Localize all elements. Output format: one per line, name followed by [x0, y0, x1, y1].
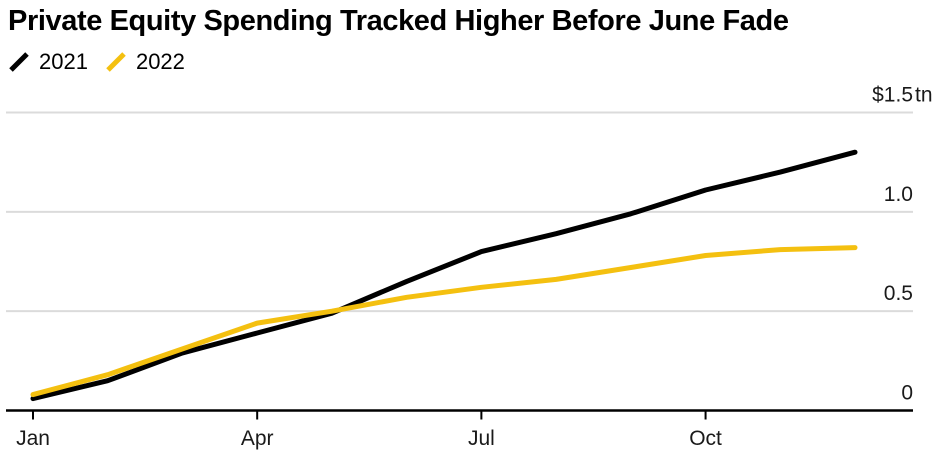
x-tick-label: Oct	[689, 427, 722, 450]
x-tick-label: Jul	[468, 427, 495, 450]
series-line-2021	[30, 149, 858, 402]
x-tick-label: Jan	[16, 427, 50, 450]
y-tick-label: $1.5	[872, 83, 913, 106]
legend-item-2022: 2022	[105, 51, 185, 73]
y-tick-unit-label: tn	[915, 83, 933, 106]
y-tick-label: 0.5	[884, 282, 913, 305]
legend-label-2021: 2021	[39, 49, 88, 74]
y-tick-label: 0	[901, 382, 913, 405]
series-line-2022	[30, 245, 858, 398]
legend-item-2021: 2021	[8, 51, 88, 73]
chart-title: Private Equity Spending Tracked Higher B…	[8, 5, 789, 37]
y-tick-label: 1.0	[884, 183, 913, 206]
x-tick-label: Apr	[241, 427, 274, 450]
chart-legend: 2021 2022	[8, 51, 185, 73]
legend-label-2022: 2022	[135, 49, 185, 74]
line-swatch-2022-icon	[106, 52, 126, 72]
line-swatch-2021-icon	[9, 52, 29, 72]
